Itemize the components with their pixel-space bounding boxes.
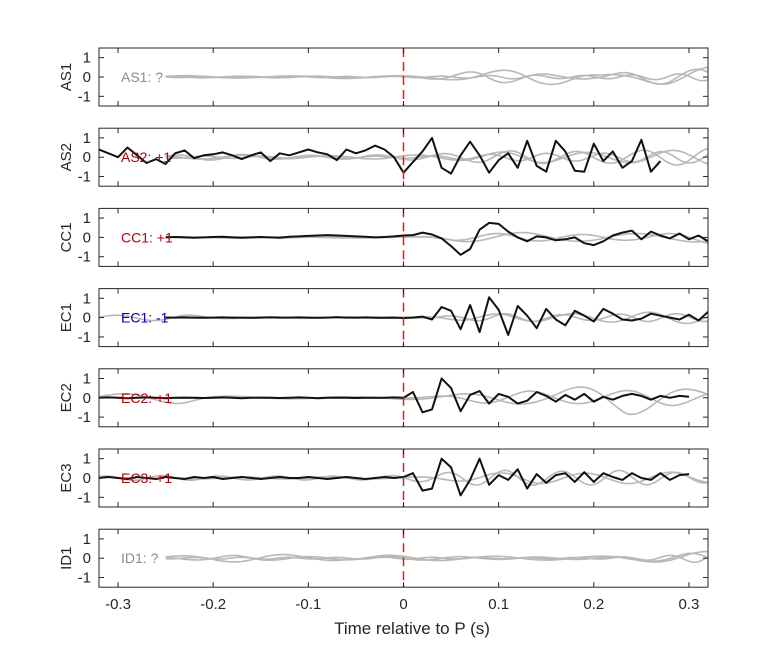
x-tick-label: 0.1 — [488, 596, 509, 613]
x-tick-label: 0 — [399, 596, 407, 613]
y-tick-label: 0 — [83, 550, 91, 567]
y-tick-label: 0 — [83, 69, 91, 86]
y-tick-label: 1 — [83, 451, 91, 468]
y-axis-label: AS2 — [58, 143, 75, 171]
y-tick-label: 0 — [83, 310, 91, 327]
y-tick-label: 1 — [83, 290, 91, 307]
y-tick-label: 1 — [83, 370, 91, 387]
y-tick-label: 1 — [83, 210, 91, 227]
gray-trace-2 — [165, 471, 708, 485]
x-axis-label: Time relative to P (s) — [334, 619, 490, 638]
x-tick-label: -0.3 — [105, 596, 131, 613]
gray-trace-3 — [165, 73, 708, 82]
x-tick-label: -0.1 — [295, 596, 321, 613]
y-axis-label: ID1 — [58, 547, 75, 570]
waveform-trace — [99, 136, 662, 175]
waveform-trace — [165, 296, 708, 336]
y-tick-label: 1 — [83, 531, 91, 548]
x-tick-label: -0.2 — [200, 596, 226, 613]
y-axis-label: EC3 — [58, 463, 75, 492]
y-axis-label: CC1 — [58, 222, 75, 252]
y-tick-label: 0 — [83, 470, 91, 487]
panel-annotation: AS2: +1 — [121, 149, 171, 165]
y-tick-label: 1 — [83, 130, 91, 147]
panel-annotation: EC3: +1 — [121, 470, 172, 486]
y-tick-label: 1 — [83, 50, 91, 67]
panel-ec1: -1 0 1 EC1 EC1: -1 — [58, 288, 709, 348]
y-tick-label: 0 — [83, 229, 91, 246]
gray-trace-3 — [165, 554, 708, 564]
x-tick-label: 0.2 — [583, 596, 604, 613]
panel-cc1: -1 0 1 CC1 CC1: +1 — [58, 207, 709, 267]
panel-ec3: -1 0 1 EC3 EC3: +1 — [58, 448, 709, 508]
y-tick-label: -1 — [78, 169, 91, 186]
y-tick-label: -1 — [78, 570, 91, 587]
panels: -1 0 1 AS1 AS1: ? -1 0 1 AS2 AS2: +1 -1 0 1 CC1 CC1: +… — [58, 47, 709, 613]
y-tick-label: -1 — [78, 329, 91, 346]
panel-annotation: CC1: +1 — [121, 229, 173, 245]
y-tick-label: -1 — [78, 88, 91, 105]
y-tick-label: 0 — [83, 149, 91, 166]
panel-annotation: EC1: -1 — [121, 310, 169, 326]
panel-annotation: ID1: ? — [121, 550, 159, 566]
plot-area — [165, 550, 708, 564]
y-tick-label: -1 — [78, 409, 91, 426]
panel-annotation: EC2: +1 — [121, 390, 172, 406]
x-tick-label: 0.3 — [679, 596, 700, 613]
y-axis-label: AS1 — [58, 63, 75, 91]
waveform-trace — [99, 377, 690, 414]
panel-ec2: -1 0 1 EC2 EC2: +1 — [58, 368, 709, 428]
y-tick-label: -1 — [78, 249, 91, 266]
plot-area — [99, 136, 708, 175]
plot-area — [165, 221, 708, 256]
y-tick-label: -1 — [78, 489, 91, 506]
waveform-trace — [165, 221, 708, 256]
waveform-trace — [99, 457, 690, 497]
plot-area — [165, 66, 708, 86]
panel-as1: -1 0 1 AS1 AS1: ? — [58, 47, 709, 107]
panel-id1: -1 0 1 ID1 ID1: ? — [58, 528, 709, 588]
y-axis-label: EC1 — [58, 303, 75, 332]
y-axis-label: EC2 — [58, 383, 75, 412]
panel-as2: -1 0 1 AS2 AS2: +1 — [58, 127, 709, 187]
panel-annotation: AS1: ? — [121, 69, 163, 85]
y-tick-label: 0 — [83, 390, 91, 407]
